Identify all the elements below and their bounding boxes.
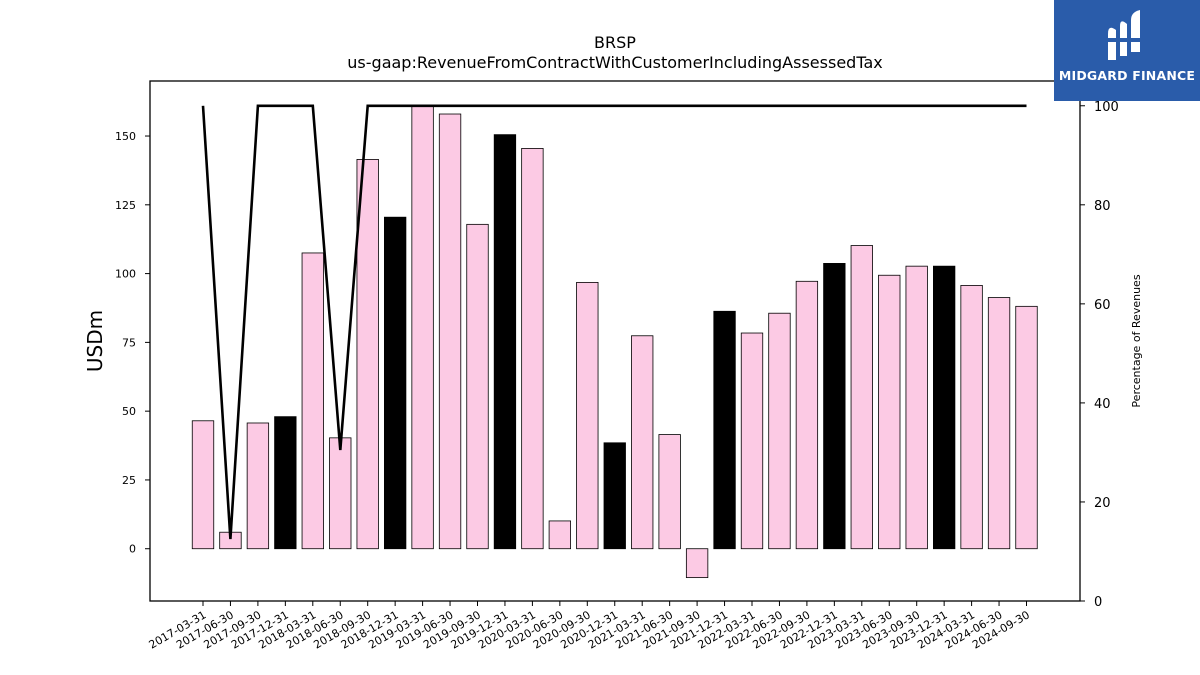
bar-2018-03-31 — [301, 252, 324, 550]
bars-group — [191, 105, 1038, 579]
bar-2021-09-30 — [685, 548, 709, 579]
bar-2022-09-30 — [795, 280, 819, 550]
y-tick-label: 125 — [115, 199, 136, 212]
x-axis: 2017-03-312017-06-302017-09-302017-12-31… — [147, 601, 1032, 652]
y-tick-label: 100 — [115, 268, 136, 281]
percentage-line-group — [201, 104, 1027, 540]
bar-2020-09-30 — [576, 281, 599, 550]
y-axis-label: USDm — [83, 310, 107, 372]
y-tick-label: 25 — [122, 474, 136, 487]
bar-2024-09-30 — [1015, 305, 1038, 550]
left-axis: 0 25 50 75 100 125 150 — [115, 130, 150, 556]
bar-2018-12-31 — [383, 216, 407, 550]
percentage-line — [201, 104, 1027, 540]
bar-2024-03-31 — [960, 285, 983, 550]
y-tick-label: 75 — [122, 336, 136, 349]
bar-2020-03-31 — [521, 148, 544, 550]
bar-2017-09-30 — [246, 422, 270, 550]
bar-2018-09-30 — [356, 159, 379, 550]
logo-text: MIDGARD FINANCE — [1058, 68, 1196, 83]
y2-tick-label: 0 — [1094, 595, 1102, 610]
y2-tick-label: 80 — [1094, 199, 1111, 214]
bar-2023-03-31 — [850, 245, 873, 550]
y2-tick-label: 60 — [1094, 298, 1111, 313]
y2-tick-label: 40 — [1094, 397, 1111, 412]
bar-2021-06-30 — [658, 434, 681, 550]
bar-2021-12-31 — [713, 310, 736, 550]
bar-2019-12-31 — [493, 134, 517, 550]
bar-2018-06-30 — [329, 437, 352, 550]
right-axis: 0 20 40 60 80 100 — [1080, 100, 1119, 610]
bar-2021-03-31 — [631, 335, 654, 550]
y2-tick-label: 100 — [1094, 100, 1119, 115]
y2-tick-label: 20 — [1094, 496, 1111, 511]
chart-subtitle: us-gaap:RevenueFromContractWithCustomerI… — [347, 53, 882, 72]
bar-2023-12-31 — [933, 265, 956, 550]
bar-2023-06-30 — [878, 274, 901, 550]
chart-title: BRSP — [594, 33, 636, 52]
midgard-finance-logo: MIDGARD FINANCE — [1054, 0, 1200, 101]
bar-2022-06-30 — [768, 312, 791, 550]
bar-2023-09-30 — [905, 265, 928, 550]
bar-2020-12-31 — [603, 442, 626, 550]
bar-2022-03-31 — [740, 332, 764, 550]
bar-2017-12-31 — [274, 416, 297, 550]
bar-2019-03-31 — [411, 105, 434, 550]
y2-axis-label: Percentage of Revenues — [1130, 274, 1143, 407]
bar-2022-12-31 — [823, 263, 846, 550]
midgard-logo-icon — [1108, 10, 1140, 60]
bar-2019-09-30 — [466, 223, 489, 550]
bar-2024-06-30 — [987, 297, 1011, 550]
bar-2019-06-30 — [438, 113, 462, 550]
y-tick-label: 50 — [122, 405, 136, 418]
bar-2017-03-31 — [191, 420, 215, 550]
y-tick-label: 150 — [115, 130, 136, 143]
y-tick-label: 0 — [129, 543, 136, 556]
bar-2020-06-30 — [548, 520, 571, 550]
